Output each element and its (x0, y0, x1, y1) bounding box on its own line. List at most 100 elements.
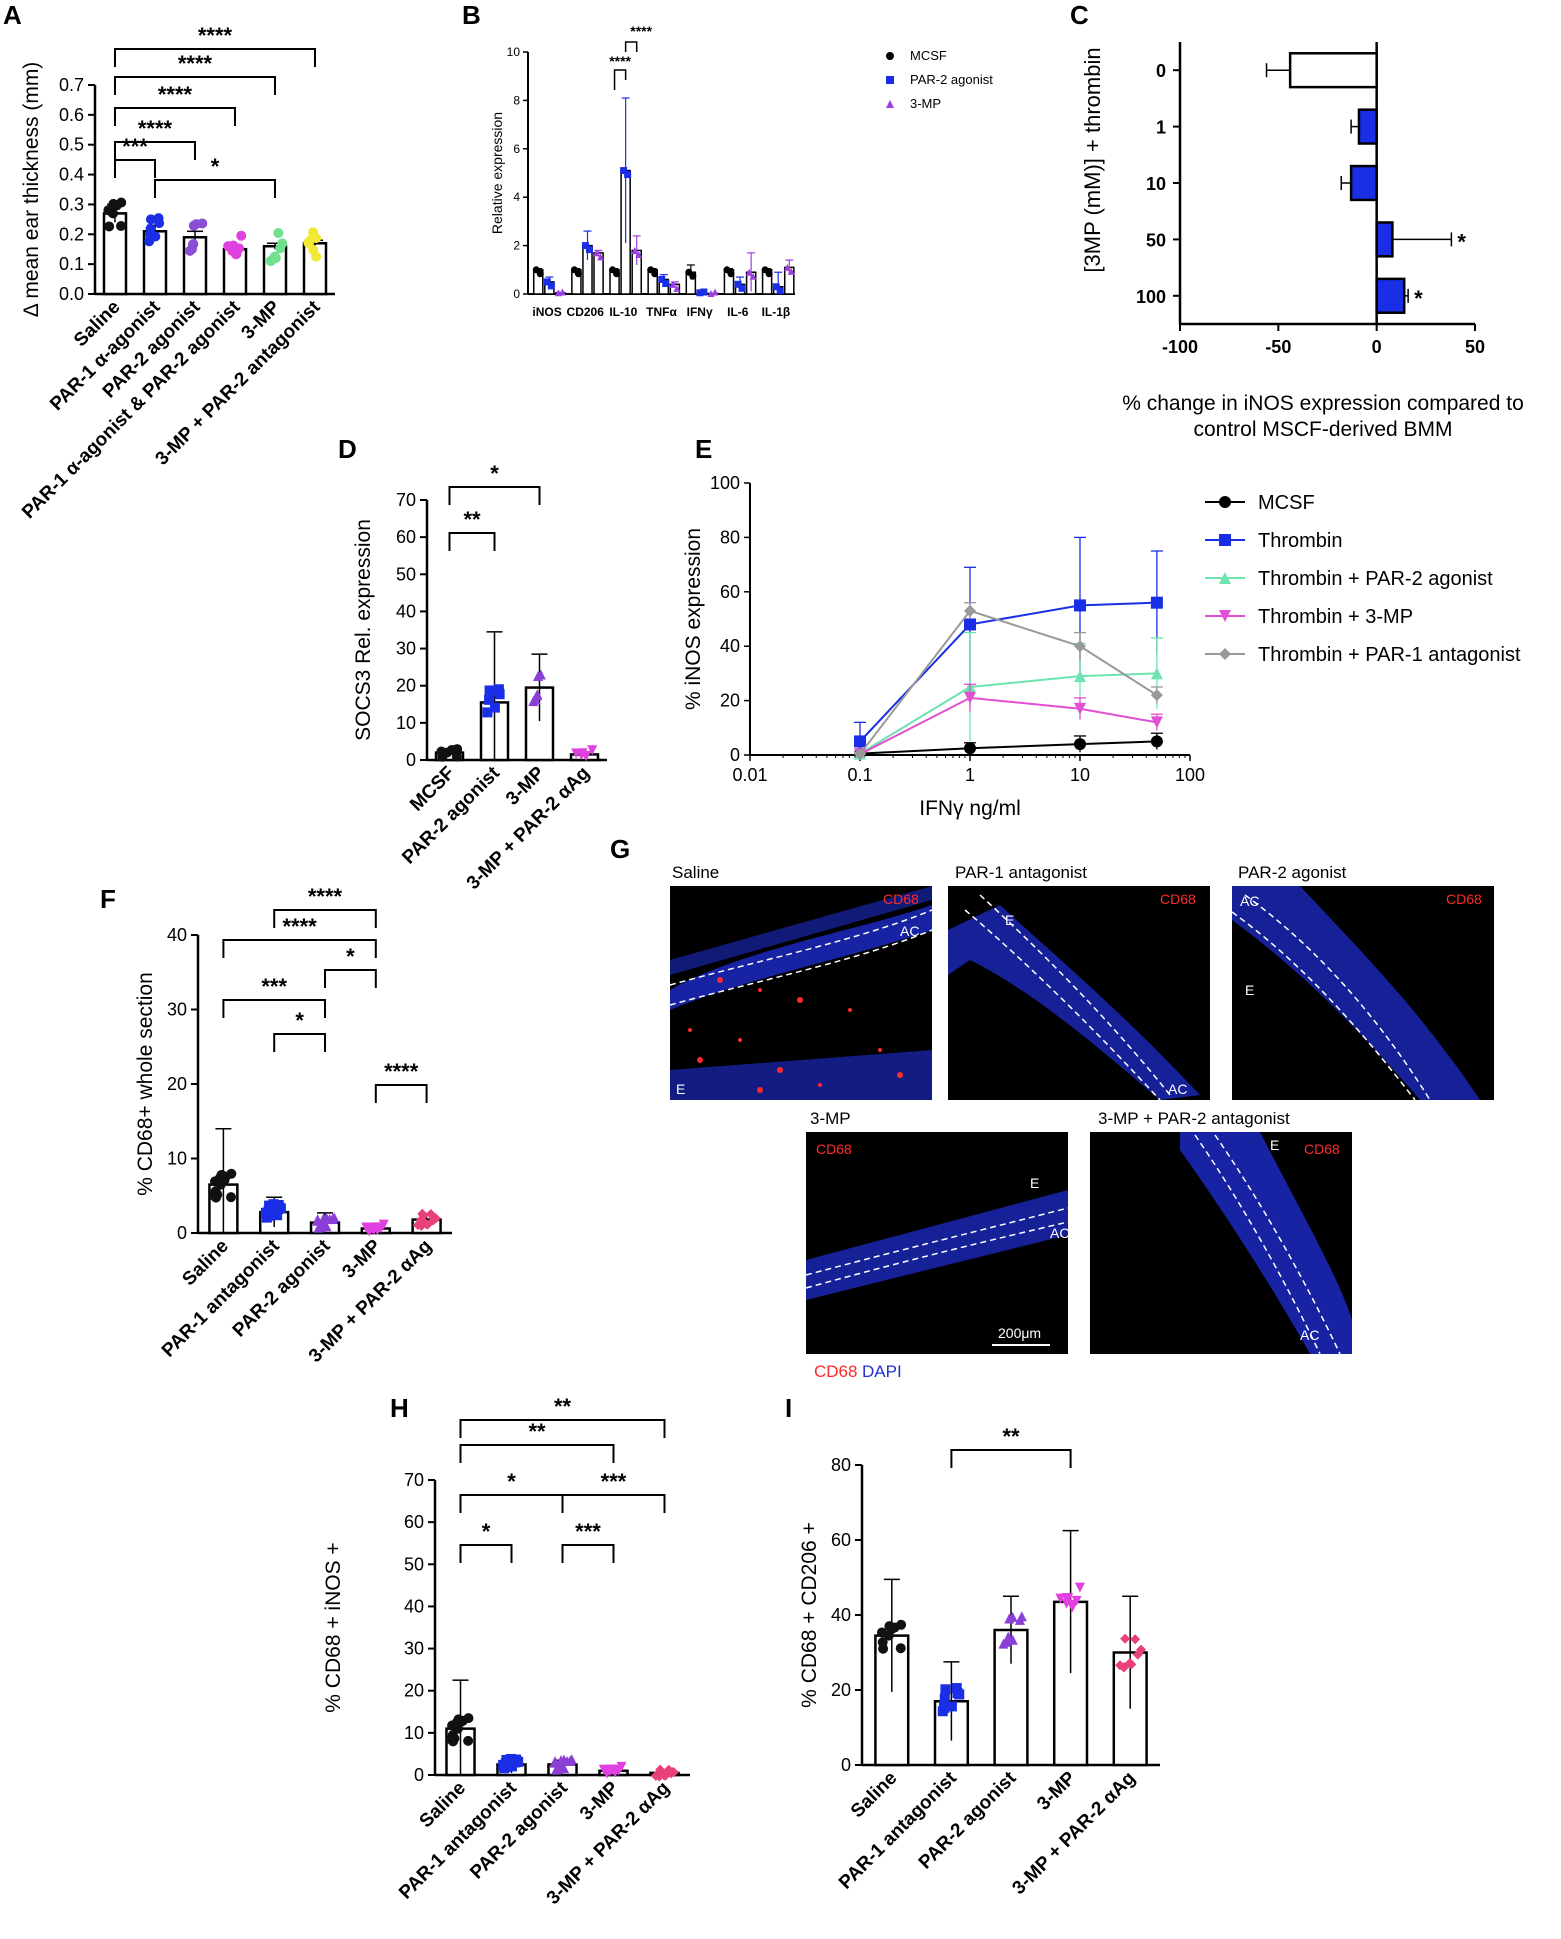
data-point (368, 1224, 379, 1235)
legend-marker (1219, 534, 1231, 546)
tissue-band (670, 905, 932, 1010)
significance-label: *** (261, 974, 287, 999)
tissue-band (670, 886, 932, 975)
x-tick-label: iNOS (532, 305, 561, 319)
x-tick-label: 3-MP (576, 1777, 623, 1824)
data-point (964, 618, 976, 631)
y-tick-label: 70 (404, 1470, 424, 1490)
bar (1375, 221, 1394, 258)
stain-label: CD68 (816, 1141, 852, 1157)
tissue-band (1180, 1132, 1352, 1354)
significance-bracket (459, 1494, 564, 1513)
significance-bracket (624, 41, 638, 52)
y-tick-label: 0.6 (59, 105, 84, 125)
panel-letter-h: H (390, 1393, 409, 1423)
dashed-boundary (979, 894, 1171, 1096)
y-tick-label: 2 (513, 239, 520, 253)
significance-label: ** (463, 507, 481, 532)
data-point (226, 1192, 237, 1203)
data-point (745, 268, 753, 276)
legend-label: 3-MP (910, 96, 941, 111)
significance-bracket (448, 486, 541, 505)
significance-label: **** (138, 116, 173, 141)
data-point (536, 270, 544, 278)
data-point (946, 1701, 957, 1712)
significance-bracket (222, 999, 326, 1018)
data-point (219, 1175, 230, 1186)
significance-bracket (561, 1544, 615, 1563)
data-point (1055, 1593, 1066, 1604)
data-point (533, 671, 544, 682)
significance-bracket (273, 909, 377, 928)
data-point (559, 1763, 570, 1774)
micrograph-title-3mp-par2: 3-MP + PAR-2 antagonist (1098, 1109, 1290, 1128)
legend-label: Thrombin + 3-MP (1258, 606, 1413, 628)
data-point (145, 214, 156, 225)
data-point (418, 1210, 429, 1221)
y-tick-label: 50 (1146, 230, 1166, 250)
chart-a: 0.0 0.1 0.2 0.3 0.4 0.5 0.6 0.7 Δ mean ear thick… (18, 23, 335, 523)
significance-bracket (324, 969, 377, 988)
data-point (964, 691, 976, 704)
panel-letter-e: E (695, 434, 712, 464)
chart-c: -100 -50 0 50 0 1 10 50 * 100 * [3MP (mM)] + thromb… (1080, 42, 1524, 441)
data-point (318, 1213, 329, 1224)
data-point (658, 275, 666, 283)
data-point (772, 283, 780, 291)
x-tick-label: CD206 (567, 305, 605, 319)
significance-label: ** (1002, 1424, 1020, 1449)
data-point (307, 233, 318, 244)
y-tick-label: 80 (831, 1455, 851, 1475)
data-point (1061, 1593, 1072, 1604)
data-point (597, 253, 605, 261)
y-tick-label: 40 (396, 601, 416, 621)
significance-label: * (507, 1469, 516, 1494)
data-point (787, 267, 795, 275)
significance-bracket (222, 939, 377, 958)
x-tick-label: 100 (1175, 765, 1205, 785)
data-point (662, 279, 670, 287)
data-point (494, 689, 505, 700)
y-tick-label: 20 (167, 1074, 187, 1094)
tissue-band (806, 1190, 1068, 1300)
x-tick-label: 3-MP (338, 1235, 385, 1282)
y-tick-label: 0 (1156, 61, 1166, 81)
tissue-band (1232, 886, 1480, 1100)
x-tick-label: 3-MP (1033, 1767, 1080, 1814)
panel-letter-b: B (462, 0, 481, 30)
data-point (547, 282, 555, 290)
significance-label: ** (554, 1394, 572, 1419)
data-point (877, 1637, 888, 1648)
dashed-boundary (1214, 1134, 1341, 1355)
y-tick-label: 100 (1136, 287, 1166, 307)
data-point (1074, 670, 1086, 683)
data-point (260, 1207, 271, 1218)
data-point (273, 227, 284, 238)
significance-bracket (114, 159, 156, 178)
significance-label: * (346, 944, 355, 969)
y-tick-label: 0.3 (59, 194, 84, 214)
data-point (620, 167, 628, 175)
data-point (498, 1759, 509, 1770)
significance-bracket (561, 1494, 666, 1513)
data-point (734, 280, 742, 288)
bar (1357, 108, 1378, 145)
x-tick-label: IFNγ (687, 305, 713, 319)
data-point (543, 278, 551, 286)
significance-bracket (114, 107, 236, 126)
legend-marker (886, 100, 894, 108)
data-point (1115, 1660, 1126, 1671)
data-point (197, 218, 208, 229)
series-line (859, 609, 1158, 755)
data-point (598, 1764, 609, 1775)
y-tick-label: 10 (404, 1723, 424, 1743)
x-tick-label: 0.1 (847, 765, 872, 785)
y-axis-title: Δ mean ear thickness (mm) (20, 62, 43, 318)
data-point (613, 270, 621, 278)
significance-label: **** (630, 23, 652, 39)
significance-label: **** (384, 1059, 419, 1084)
legend-label: Thrombin + PAR-1 antagonist (1258, 644, 1521, 666)
data-point (1007, 1634, 1018, 1645)
y-tick-label: 100 (710, 473, 740, 493)
